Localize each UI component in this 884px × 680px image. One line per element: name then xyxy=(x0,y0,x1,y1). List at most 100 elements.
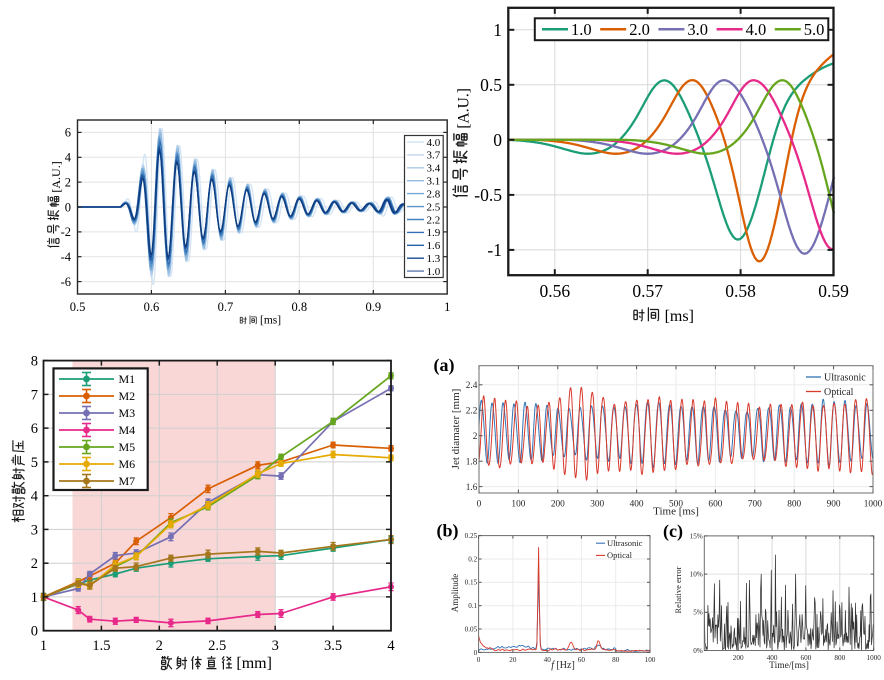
svg-text:0.1: 0.1 xyxy=(468,602,477,610)
svg-text:(a): (a) xyxy=(434,355,455,376)
svg-text:M5: M5 xyxy=(119,440,136,454)
svg-text:100: 100 xyxy=(645,656,656,664)
svg-text:6: 6 xyxy=(65,126,71,140)
svg-text:1.8: 1.8 xyxy=(466,457,478,467)
svg-text:4: 4 xyxy=(31,489,39,505)
svg-text:1.6: 1.6 xyxy=(427,240,441,252)
svg-text:0.56: 0.56 xyxy=(539,281,570,301)
svg-text:3.1: 3.1 xyxy=(427,176,441,188)
svg-text:10%: 10% xyxy=(690,571,703,579)
svg-text:Ultrasonic: Ultrasonic xyxy=(824,373,866,384)
svg-text:-1: -1 xyxy=(487,240,502,260)
svg-text:Optical: Optical xyxy=(824,387,854,398)
svg-text:900: 900 xyxy=(827,500,841,510)
svg-text:2.2: 2.2 xyxy=(466,407,478,417)
svg-text:0: 0 xyxy=(65,200,71,214)
svg-text:4.0: 4.0 xyxy=(427,137,441,149)
svg-text:0: 0 xyxy=(477,656,481,664)
svg-text:2.2: 2.2 xyxy=(427,214,441,226)
svg-text:2: 2 xyxy=(65,175,71,189)
svg-text:200: 200 xyxy=(733,654,744,662)
svg-text:3.4: 3.4 xyxy=(427,163,441,175)
svg-text:M6: M6 xyxy=(119,457,136,471)
svg-text:0.15: 0.15 xyxy=(465,579,478,587)
svg-text:1.3: 1.3 xyxy=(427,253,441,265)
svg-text:60: 60 xyxy=(578,656,586,664)
svg-text:Ultrasonic: Ultrasonic xyxy=(607,538,643,548)
svg-text:0.25: 0.25 xyxy=(465,532,478,540)
svg-text:4.0: 4.0 xyxy=(746,20,767,39)
svg-text:Time [ms]: Time [ms] xyxy=(653,506,699,518)
svg-text:200: 200 xyxy=(551,500,565,510)
svg-text:800: 800 xyxy=(787,500,801,510)
svg-text:2.0: 2.0 xyxy=(629,20,650,39)
svg-text:M2: M2 xyxy=(119,389,136,403)
svg-text:6: 6 xyxy=(31,421,38,437)
svg-text:600: 600 xyxy=(708,500,722,510)
svg-text:0.59: 0.59 xyxy=(818,281,849,301)
svg-text:[ms]: [ms] xyxy=(260,315,281,327)
svg-text:0.5: 0.5 xyxy=(480,75,502,95)
svg-text:0.6: 0.6 xyxy=(144,300,160,314)
svg-text:[A.U.]: [A.U.] xyxy=(456,88,473,128)
svg-text:0%: 0% xyxy=(693,647,703,655)
svg-text:2.4: 2.4 xyxy=(466,381,478,391)
svg-text:2.5: 2.5 xyxy=(427,201,441,213)
svg-text:4: 4 xyxy=(387,638,395,654)
svg-text:2.8: 2.8 xyxy=(427,188,441,200)
svg-text:1: 1 xyxy=(444,300,450,314)
svg-text:2: 2 xyxy=(31,556,38,572)
svg-text:0.9: 0.9 xyxy=(365,300,381,314)
svg-text:5.0: 5.0 xyxy=(804,20,825,39)
svg-text:Optical: Optical xyxy=(607,550,633,560)
svg-text:0.8: 0.8 xyxy=(291,300,307,314)
svg-text:2: 2 xyxy=(156,638,163,654)
svg-text:1.5: 1.5 xyxy=(92,638,110,654)
svg-text:3: 3 xyxy=(272,638,279,654)
svg-text:0.2: 0.2 xyxy=(468,555,477,563)
svg-text:5: 5 xyxy=(31,455,38,471)
svg-text:Relative error: Relative error xyxy=(673,566,683,613)
svg-text:0.58: 0.58 xyxy=(725,281,756,301)
svg-text:(b): (b) xyxy=(437,521,459,542)
svg-text:700: 700 xyxy=(748,500,762,510)
svg-text:40: 40 xyxy=(544,656,552,664)
svg-text:3: 3 xyxy=(31,522,38,538)
svg-text:1.6: 1.6 xyxy=(466,483,478,493)
svg-text:3.0: 3.0 xyxy=(687,20,708,39)
svg-text:8: 8 xyxy=(31,354,38,370)
svg-text:7: 7 xyxy=(31,387,38,403)
svg-text:0.5: 0.5 xyxy=(70,300,86,314)
svg-text:0: 0 xyxy=(493,130,502,150)
svg-text:-4: -4 xyxy=(61,250,72,264)
svg-text:0.05: 0.05 xyxy=(465,625,478,633)
svg-text:[ms]: [ms] xyxy=(665,308,694,325)
svg-text:3.7: 3.7 xyxy=(427,150,441,162)
svg-text:1.0: 1.0 xyxy=(427,266,441,278)
svg-text:Jet diamater [mm]: Jet diamater [mm] xyxy=(450,389,462,470)
svg-text:[mm]: [mm] xyxy=(236,655,272,672)
svg-text:1000: 1000 xyxy=(867,654,882,662)
svg-text:4: 4 xyxy=(65,151,72,165)
svg-text:400: 400 xyxy=(767,654,778,662)
svg-text:M4: M4 xyxy=(119,423,136,437)
svg-text:500: 500 xyxy=(669,500,683,510)
svg-text:-2: -2 xyxy=(61,225,71,239)
svg-text:[A.U.]: [A.U.] xyxy=(49,161,63,192)
svg-text:Amplitude: Amplitude xyxy=(450,574,460,613)
svg-text:0: 0 xyxy=(474,649,478,657)
svg-text:300: 300 xyxy=(590,500,604,510)
svg-text:f [Hz]: f [Hz] xyxy=(551,660,575,671)
svg-text:1: 1 xyxy=(40,638,47,654)
svg-text:600: 600 xyxy=(801,654,812,662)
svg-text:80: 80 xyxy=(612,656,620,664)
svg-text:Time/[ms]: Time/[ms] xyxy=(769,661,809,671)
svg-text:1.9: 1.9 xyxy=(427,227,441,239)
svg-text:800: 800 xyxy=(834,654,845,662)
svg-text:0: 0 xyxy=(31,624,38,640)
svg-text:20: 20 xyxy=(509,656,517,664)
svg-text:0: 0 xyxy=(477,500,482,510)
svg-text:0.57: 0.57 xyxy=(632,281,663,301)
svg-text:M3: M3 xyxy=(119,406,136,420)
svg-text:M1: M1 xyxy=(119,372,136,386)
